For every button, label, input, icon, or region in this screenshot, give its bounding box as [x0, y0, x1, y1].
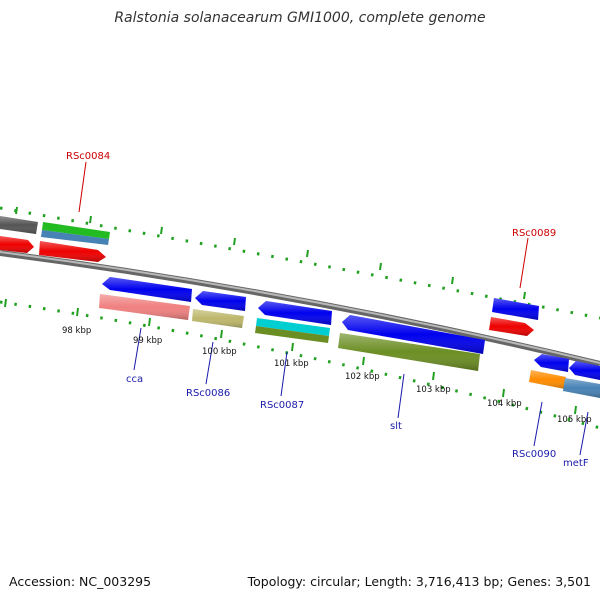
forward-strand-features: [0, 216, 539, 336]
scale-label: 99 kbp: [133, 336, 162, 346]
scale-labels: 98 kbp 99 kbp 100 kbp 101 kbp 102 kbp 10…: [62, 326, 592, 425]
gene-feature-olive-small: [255, 326, 329, 343]
scale-label: 104 kbp: [487, 399, 522, 409]
gene-label-RSc0086: RSc0086: [186, 388, 230, 399]
gene-labels: RSc0084 RSc0089 cca RSc0086 RSc0087 slt …: [66, 151, 589, 469]
gene-label-RSc0089: RSc0089: [512, 228, 556, 239]
map-title: Ralstonia solanacearum GMI1000, complete…: [114, 10, 486, 26]
topology-label: Topology: circular; Length: 3,716,413 bp…: [247, 574, 591, 589]
label-leader-lines: [78, 161, 589, 456]
gene-feature-cyan: [256, 318, 330, 336]
scale-label: 102 kbp: [345, 372, 380, 382]
accession-label: Accession: NC_003295: [9, 574, 152, 589]
gene-feature-green: [42, 222, 110, 239]
scale-label: 105 kbp: [557, 415, 592, 425]
gene-label-RSc0090: RSc0090: [512, 449, 556, 460]
scale-label: 103 kbp: [416, 385, 451, 395]
scale-label: 98 kbp: [62, 326, 91, 336]
gene-label-RSc0087: RSc0087: [260, 400, 304, 411]
reverse-strand-features: [99, 277, 600, 398]
gene-feature-steelblue: [41, 230, 109, 245]
inner-scale-ring: [0, 298, 600, 430]
gene-label-slt: slt: [390, 421, 402, 432]
scale-label: 100 kbp: [202, 347, 237, 357]
genome-backbone: [0, 250, 600, 367]
gene-label-cca: cca: [126, 374, 143, 385]
gene-label-metF: metF: [563, 458, 589, 469]
scale-label: 101 kbp: [274, 359, 309, 369]
gene-label-RSc0084: RSc0084: [66, 151, 110, 162]
outer-scale-ring: [0, 206, 600, 320]
